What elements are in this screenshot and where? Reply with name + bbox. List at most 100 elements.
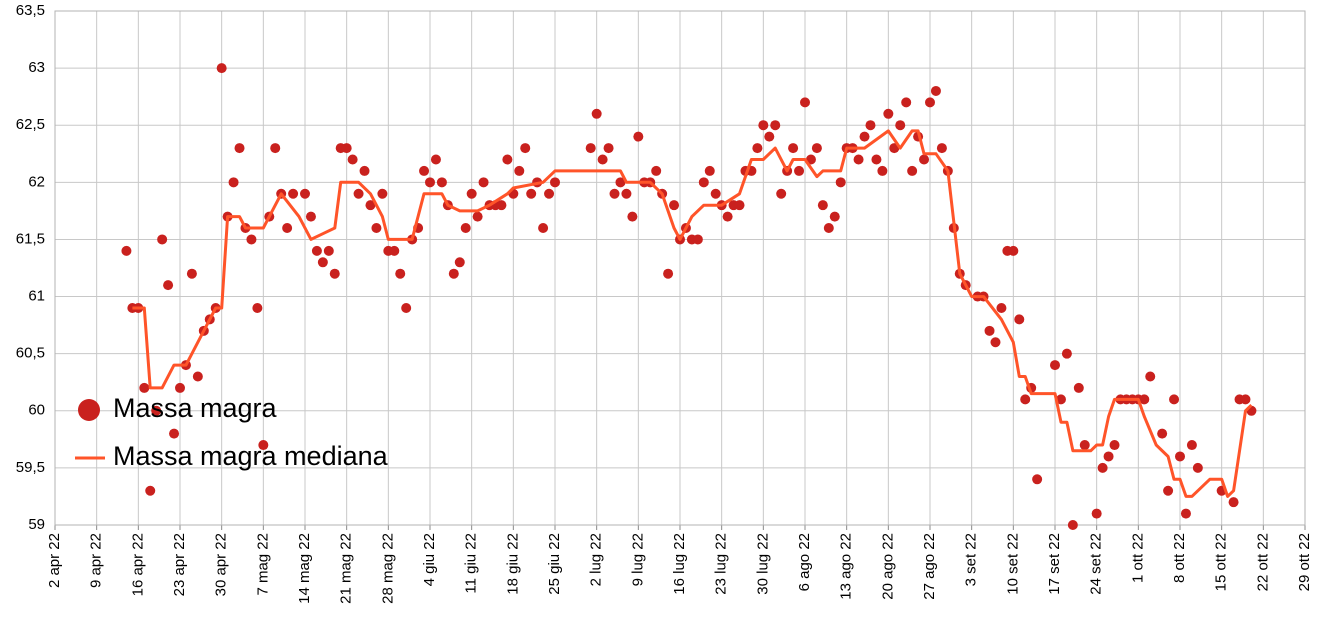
- x-tick-label: 20 ago 22: [879, 533, 896, 600]
- data-point: [514, 165, 525, 176]
- data-point: [347, 154, 358, 165]
- data-point: [526, 188, 537, 199]
- data-point: [692, 234, 703, 245]
- x-tick-label: 4 giu 22: [421, 533, 438, 586]
- x-tick-label: 14 mag 22: [296, 533, 313, 604]
- data-point: [603, 143, 614, 154]
- data-point: [353, 188, 364, 199]
- data-point: [1139, 394, 1150, 405]
- data-point: [1109, 440, 1120, 451]
- y-tick-label: 60: [28, 402, 45, 419]
- data-point: [698, 177, 709, 188]
- data-point: [609, 188, 620, 199]
- x-tick-label: 15 ott 22: [1213, 533, 1230, 591]
- y-tick-label: 61: [28, 288, 45, 305]
- data-point: [591, 108, 602, 119]
- x-tick-label: 30 apr 22: [213, 533, 230, 596]
- x-tick-label: 11 giu 22: [463, 533, 480, 594]
- data-point: [853, 154, 864, 165]
- data-point: [919, 154, 930, 165]
- data-point: [1073, 382, 1084, 393]
- data-point: [871, 154, 882, 165]
- data-point: [1103, 451, 1114, 462]
- x-tick-label: 9 lug 22: [629, 533, 646, 586]
- data-point: [472, 211, 483, 222]
- data-point: [377, 188, 388, 199]
- data-point: [234, 143, 245, 154]
- data-point: [151, 405, 162, 416]
- y-tick-label: 61,5: [16, 230, 45, 247]
- data-point: [1091, 508, 1102, 519]
- data-point: [425, 177, 435, 188]
- data-point: [984, 325, 995, 336]
- data-point: [430, 154, 441, 165]
- x-tick-label: 16 lug 22: [671, 533, 688, 595]
- data-point: [270, 143, 281, 154]
- data-point: [1240, 394, 1251, 405]
- data-point: [925, 97, 935, 108]
- x-tick-label: 16 apr 22: [129, 533, 146, 596]
- data-point: [1032, 474, 1043, 485]
- data-point: [1157, 428, 1168, 439]
- data-point: [823, 223, 834, 234]
- y-tick-label: 62: [28, 173, 45, 190]
- data-point: [835, 177, 846, 188]
- data-point: [163, 280, 174, 291]
- data-point: [669, 200, 680, 211]
- data-point: [520, 143, 531, 154]
- data-point: [192, 371, 203, 382]
- x-tick-label: 28 mag 22: [379, 533, 396, 604]
- data-point: [859, 131, 870, 142]
- data-point: [883, 108, 894, 119]
- data-point: [1228, 497, 1239, 508]
- data-point: [895, 120, 906, 131]
- y-tick-label: 62,5: [16, 116, 45, 133]
- data-point: [865, 120, 876, 131]
- x-tick-label: 9 apr 22: [88, 533, 105, 588]
- x-tick-label: 2 lug 22: [588, 533, 605, 586]
- data-point: [1020, 394, 1031, 405]
- data-point: [1163, 485, 1174, 496]
- data-point: [448, 268, 459, 279]
- x-tick-label: 8 ott 22: [1171, 533, 1188, 583]
- data-point: [930, 85, 941, 96]
- data-point: [627, 211, 638, 222]
- data-point: [990, 337, 1001, 348]
- data-point: [817, 200, 828, 211]
- data-point: [175, 382, 185, 393]
- data-point: [228, 177, 239, 188]
- data-point: [323, 245, 334, 256]
- data-point: [1097, 462, 1108, 473]
- x-tick-label: 17 set 22: [1046, 533, 1063, 595]
- x-tick-label: 7 mag 22: [254, 533, 271, 596]
- data-point: [401, 302, 412, 313]
- x-tick-label: 23 apr 22: [171, 533, 188, 596]
- data-point: [621, 188, 632, 199]
- x-tick-label: 25 giu 22: [546, 533, 563, 595]
- x-tick-label: 30 lug 22: [754, 533, 771, 595]
- data-point: [538, 223, 549, 234]
- data-point: [788, 143, 799, 154]
- data-point: [1061, 348, 1072, 359]
- data-point: [365, 200, 376, 211]
- legend-marker: [78, 399, 100, 421]
- data-point: [1186, 440, 1197, 451]
- x-tick-label: 21 mag 22: [338, 533, 355, 604]
- data-point: [169, 428, 180, 439]
- x-tick-label: 6 ago 22: [796, 533, 813, 591]
- legend-label: Massa magra mediana: [113, 441, 389, 471]
- data-point: [800, 97, 810, 108]
- data-point: [341, 143, 352, 154]
- data-point: [734, 200, 745, 211]
- data-point: [544, 188, 555, 199]
- x-tick-label: 13 ago 22: [838, 533, 855, 600]
- data-point: [478, 177, 489, 188]
- data-point: [710, 188, 721, 199]
- data-point: [1180, 508, 1191, 519]
- data-point: [216, 63, 227, 74]
- data-point: [663, 268, 674, 279]
- data-point: [145, 485, 156, 496]
- y-tick-label: 63: [28, 59, 45, 76]
- data-point: [1079, 440, 1090, 451]
